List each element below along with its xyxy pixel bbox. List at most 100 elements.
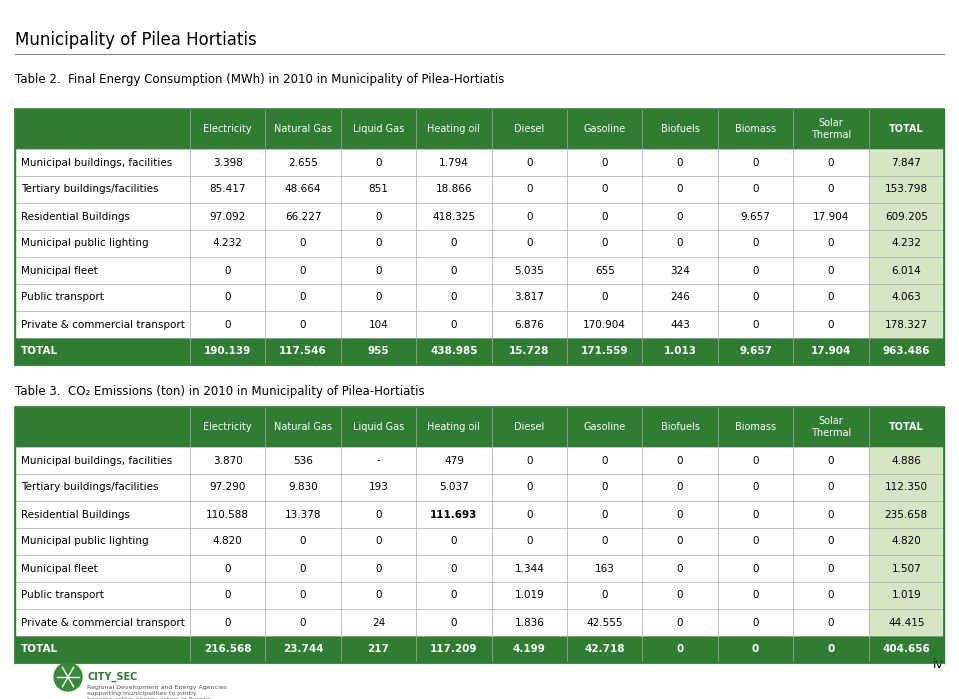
Text: 18.866: 18.866 bbox=[435, 185, 472, 194]
Text: Liquid Gas: Liquid Gas bbox=[353, 422, 404, 432]
Bar bbox=[567, 311, 643, 338]
Bar bbox=[340, 176, 416, 203]
Bar bbox=[190, 203, 266, 230]
Text: 0: 0 bbox=[601, 510, 608, 519]
Bar bbox=[567, 447, 643, 474]
Text: 112.350: 112.350 bbox=[885, 482, 927, 493]
Bar bbox=[340, 474, 416, 501]
Text: 0: 0 bbox=[224, 563, 231, 573]
Bar bbox=[340, 257, 416, 284]
Bar bbox=[190, 149, 266, 176]
Circle shape bbox=[54, 663, 82, 691]
Bar bbox=[717, 582, 793, 609]
Bar bbox=[717, 311, 793, 338]
Text: 0: 0 bbox=[752, 185, 759, 194]
Bar bbox=[643, 582, 717, 609]
Text: 0: 0 bbox=[375, 591, 382, 600]
Text: 66.227: 66.227 bbox=[285, 212, 321, 222]
Text: 44.415: 44.415 bbox=[888, 617, 924, 628]
Text: 479: 479 bbox=[444, 456, 464, 466]
Bar bbox=[340, 284, 416, 311]
Bar bbox=[643, 176, 717, 203]
Bar bbox=[492, 447, 567, 474]
Text: 4.232: 4.232 bbox=[891, 238, 922, 249]
Text: 0: 0 bbox=[451, 266, 457, 275]
Bar bbox=[793, 501, 869, 528]
Bar bbox=[416, 501, 492, 528]
Bar bbox=[567, 636, 643, 663]
Bar bbox=[793, 109, 869, 149]
Text: 963.486: 963.486 bbox=[882, 347, 930, 356]
Text: 0: 0 bbox=[677, 157, 684, 168]
Text: 190.139: 190.139 bbox=[204, 347, 251, 356]
Text: 97.290: 97.290 bbox=[209, 482, 246, 493]
Text: Natural Gas: Natural Gas bbox=[274, 124, 332, 134]
Text: 0: 0 bbox=[375, 212, 382, 222]
Bar bbox=[869, 528, 944, 555]
Text: 655: 655 bbox=[595, 266, 615, 275]
Text: 0: 0 bbox=[752, 238, 759, 249]
Bar bbox=[869, 257, 944, 284]
Text: 0: 0 bbox=[375, 292, 382, 303]
Text: 4.820: 4.820 bbox=[892, 537, 922, 547]
Text: 0: 0 bbox=[828, 537, 834, 547]
Text: 1.019: 1.019 bbox=[514, 591, 544, 600]
Text: 0: 0 bbox=[601, 185, 608, 194]
Bar bbox=[869, 176, 944, 203]
Bar bbox=[643, 609, 717, 636]
Text: 171.559: 171.559 bbox=[581, 347, 628, 356]
Text: 0: 0 bbox=[601, 537, 608, 547]
Bar bbox=[643, 257, 717, 284]
Bar bbox=[567, 338, 643, 365]
Bar bbox=[869, 555, 944, 582]
Bar bbox=[643, 109, 717, 149]
Text: 5.037: 5.037 bbox=[439, 482, 469, 493]
Text: 17.904: 17.904 bbox=[810, 347, 851, 356]
Bar bbox=[793, 176, 869, 203]
Bar bbox=[793, 338, 869, 365]
Text: 9.657: 9.657 bbox=[740, 212, 770, 222]
Bar bbox=[793, 447, 869, 474]
Bar bbox=[340, 528, 416, 555]
Bar bbox=[190, 474, 266, 501]
Text: 324: 324 bbox=[670, 266, 690, 275]
Text: 153.798: 153.798 bbox=[885, 185, 928, 194]
Bar bbox=[643, 338, 717, 365]
Bar bbox=[567, 203, 643, 230]
Text: 0: 0 bbox=[752, 292, 759, 303]
Bar bbox=[492, 311, 567, 338]
Text: Biomass: Biomass bbox=[735, 124, 776, 134]
Text: 4.820: 4.820 bbox=[213, 537, 243, 547]
Bar bbox=[416, 407, 492, 447]
Text: 0: 0 bbox=[677, 456, 684, 466]
Text: 4.199: 4.199 bbox=[513, 644, 546, 654]
Bar bbox=[190, 230, 266, 257]
Bar bbox=[190, 176, 266, 203]
Text: 24: 24 bbox=[372, 617, 386, 628]
Bar bbox=[492, 555, 567, 582]
Text: 0: 0 bbox=[451, 537, 457, 547]
Text: Private & commercial transport: Private & commercial transport bbox=[21, 319, 185, 329]
Text: 23.744: 23.744 bbox=[283, 644, 323, 654]
Text: 216.568: 216.568 bbox=[204, 644, 251, 654]
Bar bbox=[567, 230, 643, 257]
Bar bbox=[492, 176, 567, 203]
Text: 110.588: 110.588 bbox=[206, 510, 249, 519]
Text: 0: 0 bbox=[752, 644, 760, 654]
Bar bbox=[869, 501, 944, 528]
Text: Biofuels: Biofuels bbox=[661, 422, 699, 432]
Bar bbox=[190, 407, 266, 447]
Bar bbox=[869, 311, 944, 338]
Text: 0: 0 bbox=[828, 157, 834, 168]
Bar bbox=[416, 582, 492, 609]
Text: 0: 0 bbox=[601, 238, 608, 249]
Bar bbox=[717, 447, 793, 474]
Bar bbox=[340, 109, 416, 149]
Bar bbox=[416, 257, 492, 284]
Text: 0: 0 bbox=[677, 185, 684, 194]
Bar bbox=[567, 501, 643, 528]
Bar bbox=[190, 609, 266, 636]
Text: 163: 163 bbox=[595, 563, 615, 573]
Bar bbox=[15, 176, 190, 203]
Text: Liquid Gas: Liquid Gas bbox=[353, 124, 404, 134]
